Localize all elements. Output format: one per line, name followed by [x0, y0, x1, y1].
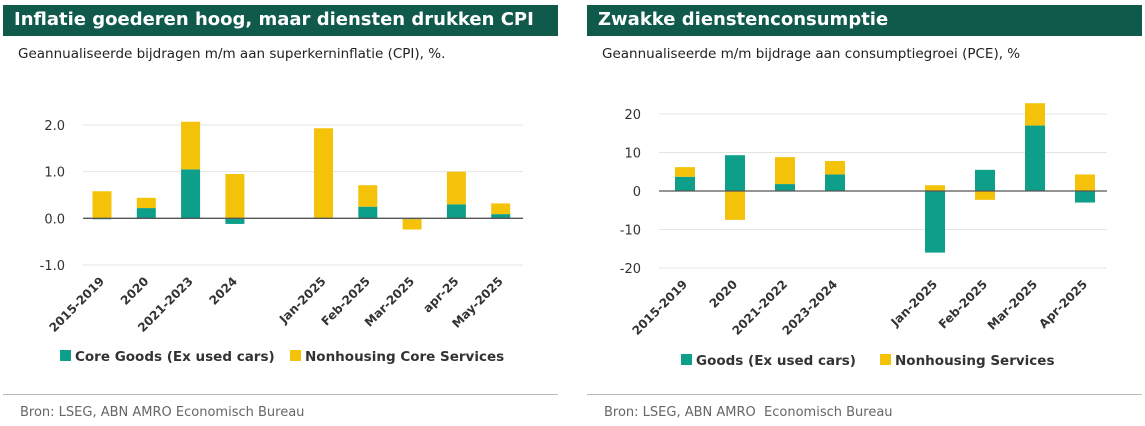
bar — [925, 191, 945, 253]
chart-panel-cpi: Inflatie goederen hoog, maar diensten dr… — [3, 0, 558, 426]
chart-title: Inflatie goederen hoog, maar diensten dr… — [14, 9, 534, 30]
bar — [402, 219, 422, 230]
bar — [136, 197, 156, 209]
y-tick-label: 10 — [624, 147, 641, 162]
bar — [1025, 103, 1045, 126]
bar — [975, 191, 995, 200]
bar — [491, 214, 511, 219]
y-tick-label: -10 — [620, 224, 641, 239]
bar — [825, 174, 845, 191]
chart-title: Zwakke dienstenconsumptie — [598, 9, 889, 30]
bar — [358, 185, 378, 207]
x-tick-label: apr-25 — [420, 274, 461, 315]
bar — [225, 174, 245, 219]
bar — [675, 176, 695, 191]
bar — [675, 167, 695, 177]
x-tick-label: 2020 — [707, 277, 741, 311]
bar — [181, 121, 201, 170]
y-tick-label: -20 — [620, 262, 641, 277]
y-tick-label: 20 — [624, 108, 641, 123]
legend-swatch — [880, 354, 891, 365]
bar — [925, 185, 945, 191]
bar — [725, 191, 745, 220]
bar — [92, 191, 112, 219]
legend-label: Core Goods (Ex used cars) — [75, 349, 275, 365]
bar — [825, 160, 845, 175]
y-tick-label: 2.0 — [44, 119, 65, 134]
x-tick-label: 2024 — [207, 274, 241, 308]
x-tick-label: 2020 — [118, 274, 152, 308]
divider — [3, 394, 558, 395]
bar — [181, 169, 201, 219]
bar — [1075, 174, 1095, 191]
bar — [491, 203, 511, 215]
legend-swatch — [290, 350, 301, 361]
bar — [775, 157, 795, 185]
y-tick-label: -1.0 — [40, 259, 65, 274]
legend-label: Nonhousing Services — [895, 353, 1054, 369]
title-bar: Zwakke dienstenconsumptie — [587, 5, 1142, 36]
bar — [775, 184, 795, 191]
x-tick-label: Feb-2025 — [936, 277, 990, 331]
bar — [446, 171, 466, 205]
bar — [446, 204, 466, 219]
legend-label: Nonhousing Core Services — [305, 349, 504, 365]
legend-swatch — [681, 354, 692, 365]
title-bar: Inflatie goederen hoog, maar diensten dr… — [3, 5, 558, 36]
y-tick-label: 0.0 — [44, 212, 65, 227]
bar — [725, 155, 745, 191]
y-tick-label: 0 — [633, 185, 641, 200]
x-tick-label: 2015-2019 — [629, 277, 690, 338]
bar — [975, 169, 995, 191]
x-tick-label: Jan-2025 — [887, 277, 940, 330]
divider — [587, 394, 1142, 395]
y-tick-label: 1.0 — [44, 166, 65, 181]
bar — [1025, 125, 1045, 191]
legend-label: Goods (Ex used cars) — [696, 353, 856, 369]
legend-swatch — [60, 350, 71, 361]
chart-panel-pce: Zwakke dienstenconsumptie Geannualiseerd… — [587, 0, 1142, 426]
x-tick-label: 2015-2019 — [46, 274, 107, 335]
chart-subtitle: Geannualiseerde bijdragen m/m aan superk… — [18, 46, 446, 62]
bar — [225, 218, 245, 224]
chart-subtitle: Geannualiseerde m/m bijdrage aan consump… — [602, 46, 1021, 62]
bar — [358, 206, 378, 219]
source-note: Bron: LSEG, ABN AMRO Economisch Bureau — [604, 405, 893, 420]
bar — [1075, 191, 1095, 203]
source-note: Bron: LSEG, ABN AMRO Economisch Bureau — [20, 405, 305, 420]
x-tick-label: Mar-2025 — [985, 277, 1040, 332]
x-tick-label: Apr-2025 — [1036, 277, 1090, 331]
bar — [314, 128, 333, 219]
bar — [136, 208, 156, 219]
